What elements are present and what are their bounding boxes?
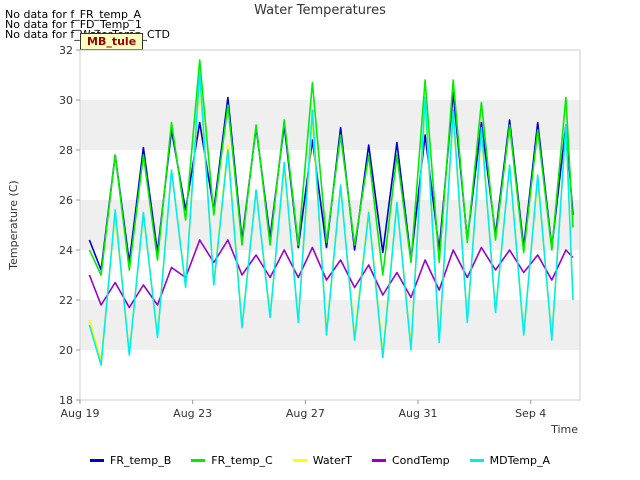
y-tick-label: 22 <box>59 294 73 307</box>
site-badge: MB_tule <box>80 33 144 50</box>
y-tick-label: 30 <box>59 94 73 107</box>
legend-label: FR_temp_C <box>211 454 273 467</box>
legend-swatch <box>469 459 484 462</box>
x-tick-label: Aug 23 <box>173 407 212 420</box>
legend-item: CondTemp <box>371 454 450 467</box>
y-tick-label: 28 <box>59 144 73 157</box>
y-tick-label: 26 <box>59 194 73 207</box>
plot-area <box>79 49 581 401</box>
x-tick-label: Aug 19 <box>61 407 100 420</box>
legend-label: WaterT <box>312 454 352 467</box>
legend-item: FR_temp_C <box>191 454 273 467</box>
y-tick-label: 20 <box>59 344 73 357</box>
series-line-fr-temp-c <box>88 59 574 276</box>
legend-label: FR_temp_B <box>110 454 172 467</box>
legend-swatch <box>292 459 307 462</box>
y-axis-label: Temperature (C) <box>7 180 20 270</box>
no-data-note-2: No data for f_FD_Temp_1 <box>5 18 142 31</box>
series-line-mdtemp-a <box>88 71 574 366</box>
y-tick-label: 32 <box>59 44 73 57</box>
series-line-condtemp <box>88 239 574 309</box>
legend-swatch <box>90 459 104 462</box>
legend-item: MDTemp_A <box>469 454 550 467</box>
legend-item: FR_temp_B <box>90 454 171 467</box>
no-data-note-1: No data for f_FR_temp_A <box>5 8 141 21</box>
legend: FR_temp_B FR_temp_C WaterT CondTemp MDTemp_A <box>0 454 640 467</box>
x-tick-label: Aug 27 <box>286 407 325 420</box>
x-tick-label: Aug 31 <box>399 407 438 420</box>
x-axis-label: Time <box>550 423 578 436</box>
chart-title: Water Temperatures <box>254 3 386 18</box>
x-tick-label: Sep 4 <box>515 407 546 420</box>
legend-item: WaterT <box>292 454 352 467</box>
legend-swatch <box>371 459 386 462</box>
legend-swatch <box>191 459 206 462</box>
y-tick-label: 24 <box>59 244 73 257</box>
legend-label: MDTemp_A <box>489 454 550 467</box>
grid-band <box>80 100 580 150</box>
legend-label: CondTemp <box>391 454 450 467</box>
y-tick-label: 18 <box>59 394 73 407</box>
